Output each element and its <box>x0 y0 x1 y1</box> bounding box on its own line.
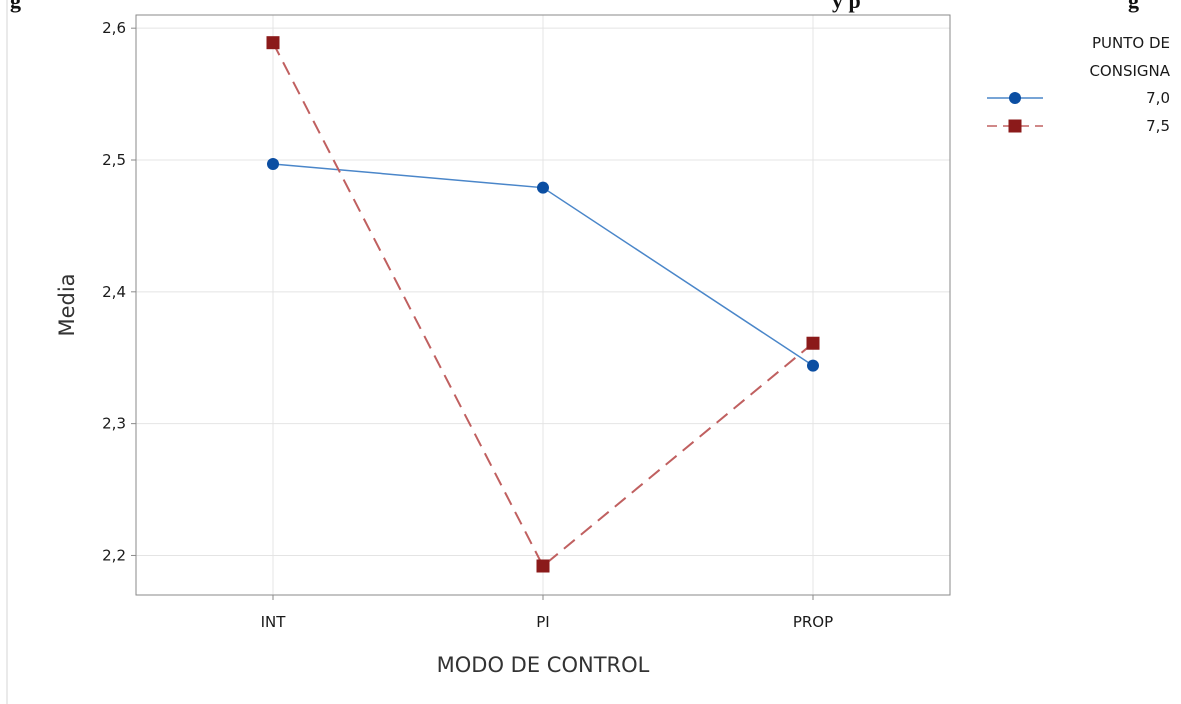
y-axis-title: Media <box>55 273 79 336</box>
top-caption-fragment-2: y p <box>832 0 861 13</box>
top-caption-fragment-3: g <box>1128 0 1139 13</box>
legend-entry: 7,0 <box>987 89 1170 107</box>
y-tick-label: 2,6 <box>102 19 126 37</box>
series-line <box>272 42 814 568</box>
data-point-circle <box>267 157 279 170</box>
legend-label: 7,5 <box>1146 117 1170 135</box>
data-point-circle <box>807 359 819 372</box>
grid-lines <box>136 15 950 595</box>
legend-marker-square <box>1008 119 1022 133</box>
data-point-square <box>536 559 550 573</box>
data-point-circle <box>537 181 549 194</box>
series-1 <box>267 157 819 372</box>
legend: PUNTO DE CONSIGNA 7,0 7,5 <box>987 34 1171 135</box>
series-2 <box>266 36 820 573</box>
x-tick-label: PI <box>536 613 549 631</box>
x-axis-ticks: INT PI PROP <box>261 595 833 631</box>
top-caption-fragment-1: g <box>10 0 21 13</box>
legend-entry: 7,5 <box>987 117 1170 135</box>
x-tick-label: PROP <box>793 613 833 631</box>
y-axis-ticks: 2,2 2,3 2,4 2,5 2,6 <box>102 19 136 564</box>
x-axis-title: MODO DE CONTROL <box>437 653 650 677</box>
y-tick-label: 2,5 <box>102 151 126 169</box>
legend-marker-circle <box>1009 92 1021 104</box>
y-tick-label: 2,3 <box>102 415 126 433</box>
data-point-square <box>266 36 280 50</box>
legend-title-line-2: CONSIGNA <box>1089 62 1170 80</box>
y-tick-label: 2,4 <box>102 283 126 301</box>
legend-entries: 7,0 7,5 <box>987 89 1170 135</box>
legend-label: 7,0 <box>1146 89 1170 107</box>
y-tick-label: 2,2 <box>102 546 126 564</box>
x-tick-label: INT <box>261 613 287 631</box>
series-layer <box>266 36 820 573</box>
data-point-square <box>806 336 820 350</box>
legend-title-line-1: PUNTO DE <box>1092 34 1170 52</box>
